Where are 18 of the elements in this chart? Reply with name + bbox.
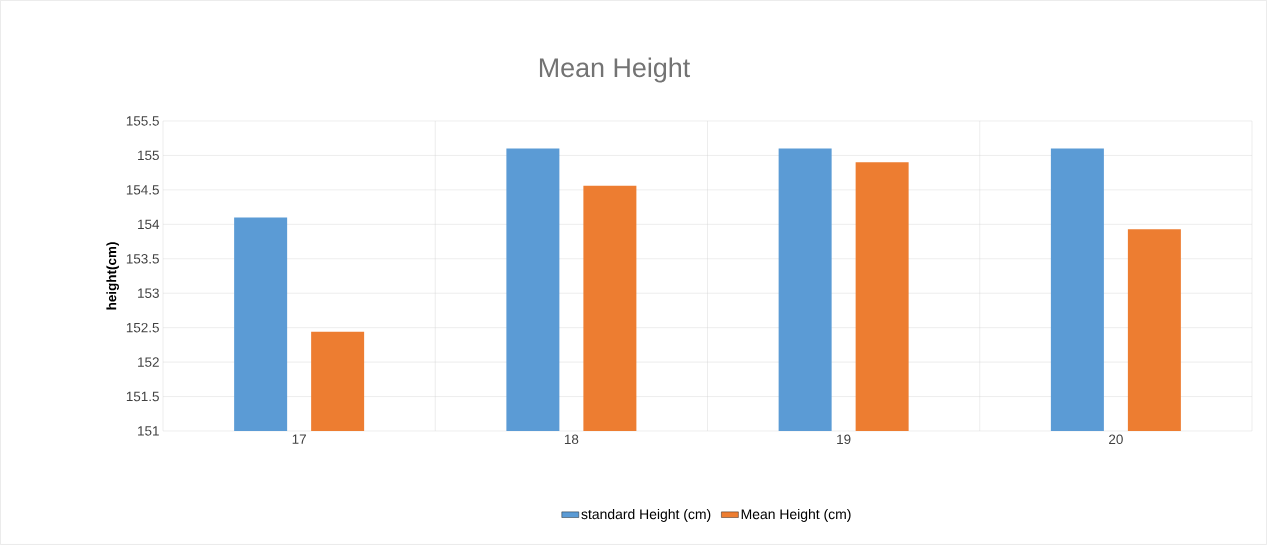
y-tick-label: 153.5 xyxy=(126,254,159,264)
y-tick-label: 155.5 xyxy=(126,116,159,126)
chart-title: Mean Height xyxy=(539,57,691,83)
y-tick-label: 152 xyxy=(138,357,159,367)
y-tick-label: 153 xyxy=(138,288,159,298)
legend-label: standard Height (cm) xyxy=(581,508,711,522)
legend-label: Mean Height (cm) xyxy=(741,508,851,522)
y-tick-label: 155 xyxy=(138,150,159,161)
x-tick-label: 18 xyxy=(564,434,579,445)
x-tick-label: 17 xyxy=(292,434,306,444)
y-tick-label: 151.5 xyxy=(126,391,159,402)
y-axis-title: height(cm) xyxy=(106,242,119,310)
x-tick-label: 19 xyxy=(837,434,851,445)
y-tick-label: 152.5 xyxy=(126,322,159,333)
y-tick-label: 154.5 xyxy=(126,185,159,195)
x-tick-label: 20 xyxy=(1109,434,1123,445)
y-tick-label: 154 xyxy=(138,219,160,229)
y-tick-label: 151 xyxy=(138,426,159,436)
